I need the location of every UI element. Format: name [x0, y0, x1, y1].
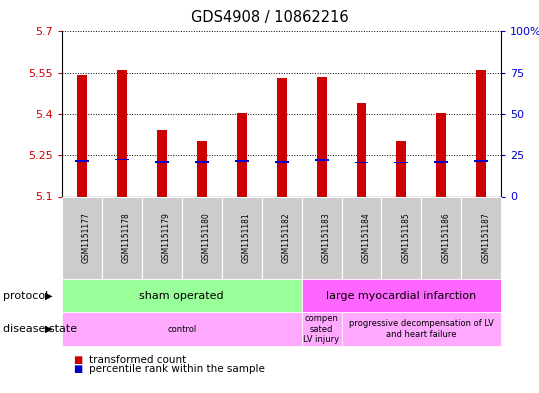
Text: progressive decompensation of LV
and heart failure: progressive decompensation of LV and hea…	[349, 320, 494, 339]
Bar	[474, 160, 488, 162]
Text: GSM1151187: GSM1151187	[481, 212, 490, 263]
Text: disease state: disease state	[3, 324, 77, 334]
Text: sham operated: sham operated	[140, 291, 224, 301]
Bar	[315, 159, 329, 161]
Text: ■: ■	[73, 354, 82, 365]
Text: GSM1151182: GSM1151182	[281, 213, 291, 263]
Bar	[434, 161, 448, 163]
Text: ▶: ▶	[45, 324, 52, 334]
Bar	[316, 77, 327, 196]
Text: GSM1151181: GSM1151181	[241, 213, 251, 263]
Text: compen
sated
LV injury: compen sated LV injury	[303, 314, 340, 344]
Bar	[397, 141, 406, 196]
Bar	[275, 161, 288, 163]
Bar	[75, 160, 89, 162]
Text: GSM1151178: GSM1151178	[122, 212, 131, 263]
Text: GSM1151180: GSM1151180	[202, 212, 211, 263]
Bar	[476, 70, 486, 196]
Bar	[355, 162, 369, 163]
Bar	[115, 158, 129, 160]
Bar	[117, 70, 127, 196]
Text: ▶: ▶	[45, 291, 52, 301]
Text: transformed count: transformed count	[89, 354, 186, 365]
Bar	[157, 130, 167, 196]
Bar	[395, 162, 409, 163]
Bar	[277, 78, 287, 196]
Text: GDS4908 / 10862216: GDS4908 / 10862216	[191, 10, 348, 25]
Bar	[155, 161, 169, 163]
Text: large myocardial infarction: large myocardial infarction	[326, 291, 476, 301]
Text: percentile rank within the sample: percentile rank within the sample	[89, 364, 265, 375]
Text: GSM1151185: GSM1151185	[402, 212, 410, 263]
Text: GSM1151184: GSM1151184	[362, 212, 370, 263]
Text: GSM1151177: GSM1151177	[82, 212, 91, 263]
Text: protocol: protocol	[3, 291, 48, 301]
Bar	[197, 141, 207, 196]
Bar	[77, 75, 87, 196]
Text: ■: ■	[73, 364, 82, 375]
Text: GSM1151183: GSM1151183	[322, 212, 330, 263]
Bar	[437, 112, 446, 196]
Bar	[195, 161, 209, 163]
Bar	[356, 103, 367, 196]
Bar	[234, 160, 248, 162]
Text: GSM1151179: GSM1151179	[162, 212, 171, 263]
Text: GSM1151186: GSM1151186	[441, 212, 451, 263]
Text: control: control	[167, 325, 196, 334]
Bar	[237, 112, 247, 196]
